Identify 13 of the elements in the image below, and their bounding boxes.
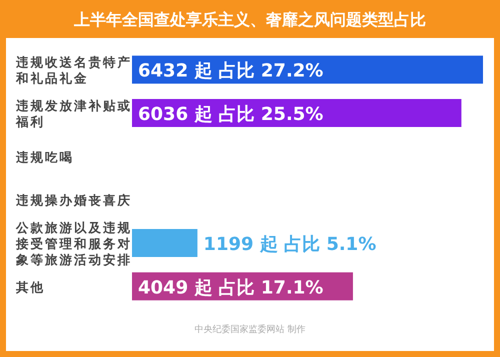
text: 中央纪委国家监委网站 制作 — [194, 324, 306, 335]
y-tick-label: 违规收送名贵特产和礼品礼金 — [15, 54, 132, 86]
y-tick-label: 违规吃喝 — [15, 149, 74, 164]
chart-title: 上半年全国查处享乐主义、奢靡之风问题类型占比 — [73, 10, 426, 29]
data-label: 6432 起 占比 27.2% — [138, 60, 324, 82]
data-label: 1199 起 占比 5.1% — [203, 234, 376, 255]
data-label: 6036 起 占比 25.5% — [138, 104, 324, 125]
bar — [132, 229, 198, 257]
y-tick-label: 公款旅游以及违规接受管理和服务对象等旅游活动安排 — [15, 220, 132, 267]
y-tick-label: 其他 — [15, 279, 45, 294]
y-tick-label: 违规发放津补贴或福利 — [15, 98, 132, 129]
y-tick-label: 违规操办婚丧喜庆 — [15, 192, 132, 208]
data-label: 4049 起 占比 17.1% — [138, 277, 324, 298]
